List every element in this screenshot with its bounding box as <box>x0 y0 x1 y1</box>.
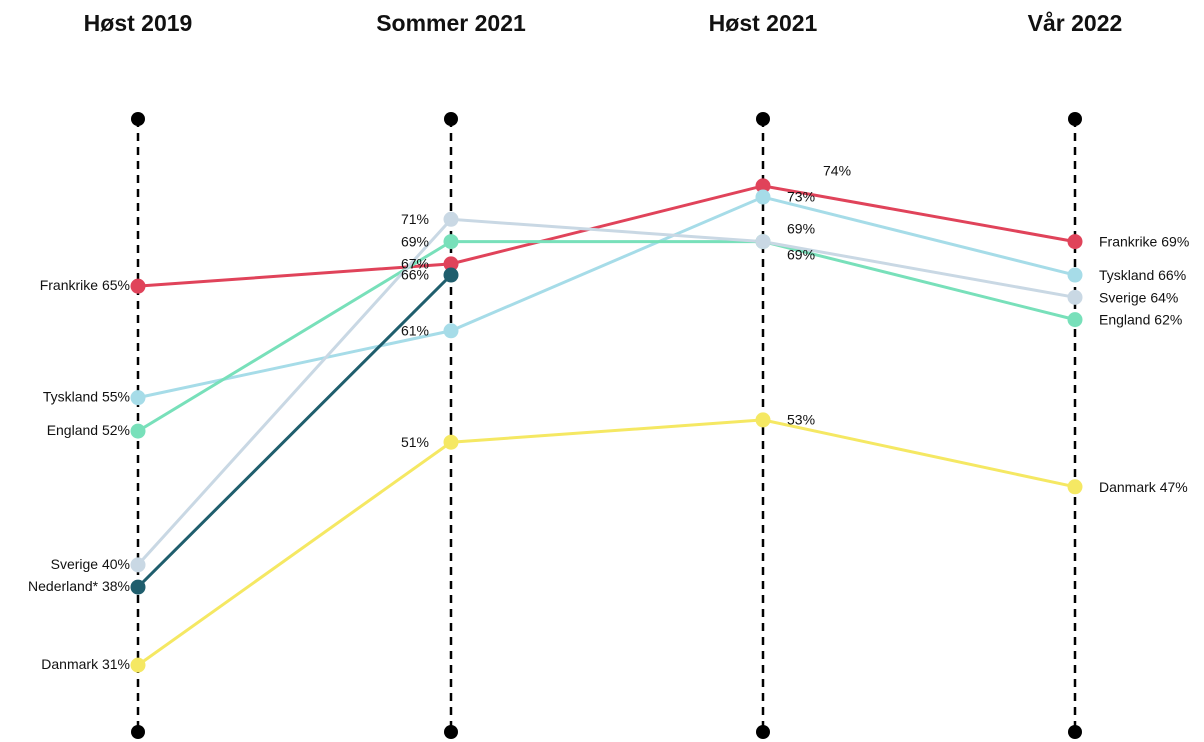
value-label: Danmark 47% <box>1099 479 1188 495</box>
series-dot <box>1067 234 1083 250</box>
series-dot <box>130 557 146 573</box>
series-dot <box>443 234 459 250</box>
value-label: 69% <box>787 220 815 236</box>
value-label: 51% <box>401 434 429 450</box>
value-label: 74% <box>823 163 851 179</box>
value-text: 65% <box>102 277 130 293</box>
value-label: 69% <box>401 233 429 249</box>
series-line <box>137 195 1076 400</box>
series-dot <box>443 323 459 339</box>
value-text: 31% <box>102 656 130 672</box>
value-label: Nederland* 38% <box>28 578 130 594</box>
series-dot <box>1067 479 1083 495</box>
value-label: 73% <box>787 189 815 205</box>
axis-end <box>756 112 770 126</box>
value-label: Frankrike 65% <box>40 277 130 293</box>
value-text: 64% <box>1150 289 1178 305</box>
value-text: 62% <box>1154 311 1182 327</box>
series-name: Tyskland <box>1099 267 1154 283</box>
value-text: 55% <box>102 388 130 404</box>
value-label: Tyskland 66% <box>1099 267 1186 283</box>
series-dot <box>443 434 459 450</box>
column-header: Høst 2019 <box>84 10 193 36</box>
series-dot <box>755 178 771 194</box>
series-name: Frankrike <box>1099 233 1158 249</box>
series-line <box>136 273 453 589</box>
series-dot <box>443 211 459 227</box>
series-name: Nederland* <box>28 578 99 594</box>
series-line <box>137 418 1076 667</box>
value-label: England 52% <box>47 422 130 438</box>
value-label: England 62% <box>1099 311 1182 327</box>
value-label: 67% <box>401 256 429 272</box>
series-name: Tyskland <box>43 388 98 404</box>
series-dot <box>130 423 146 439</box>
series-line <box>136 217 1076 566</box>
series-dot <box>443 267 459 283</box>
value-label: Sverige 40% <box>51 556 130 572</box>
value-label: 61% <box>401 322 429 338</box>
value-label: Sverige 64% <box>1099 289 1178 305</box>
value-label: Danmark 31% <box>41 656 130 672</box>
series-dot <box>443 256 459 272</box>
series-dot <box>130 278 146 294</box>
series-name: England <box>47 422 98 438</box>
series-dot <box>130 579 146 595</box>
value-text: 52% <box>102 422 130 438</box>
series-dot <box>130 390 146 406</box>
axis-end <box>131 112 145 126</box>
value-label: Tyskland 55% <box>43 388 130 404</box>
axis-end <box>756 725 770 739</box>
series-dot <box>755 412 771 428</box>
column-header: Høst 2021 <box>709 10 818 36</box>
series-name: Danmark <box>1099 479 1157 495</box>
value-text: 69% <box>1161 233 1189 249</box>
series-dot <box>755 234 771 250</box>
axis-end <box>1068 112 1082 126</box>
series-line <box>137 184 1076 288</box>
axis-end <box>1068 725 1082 739</box>
series-line <box>137 240 1076 433</box>
column-header: Sommer 2021 <box>376 10 526 36</box>
value-text: 47% <box>1160 479 1188 495</box>
series-name: Danmark <box>41 656 99 672</box>
axis-end <box>444 725 458 739</box>
axis-end <box>131 725 145 739</box>
value-text: 40% <box>102 556 130 572</box>
value-text: 38% <box>102 578 130 594</box>
series-name: Sverige <box>1099 289 1147 305</box>
series-dot <box>130 657 146 673</box>
axis-end <box>444 112 458 126</box>
column-header: Vår 2022 <box>1028 10 1123 36</box>
series-dot <box>1067 267 1083 283</box>
value-label: 66% <box>401 267 429 283</box>
value-text: 66% <box>1158 267 1186 283</box>
value-label: 71% <box>401 211 429 227</box>
series-dot <box>1067 312 1083 328</box>
value-label: 53% <box>787 412 815 428</box>
series-dot <box>1067 289 1083 305</box>
series-name: England <box>1099 311 1150 327</box>
series-name: Frankrike <box>40 277 99 293</box>
series-name: Sverige <box>51 556 99 572</box>
value-label: 69% <box>787 246 815 262</box>
series-dot <box>755 189 771 205</box>
value-label: Frankrike 69% <box>1099 233 1189 249</box>
